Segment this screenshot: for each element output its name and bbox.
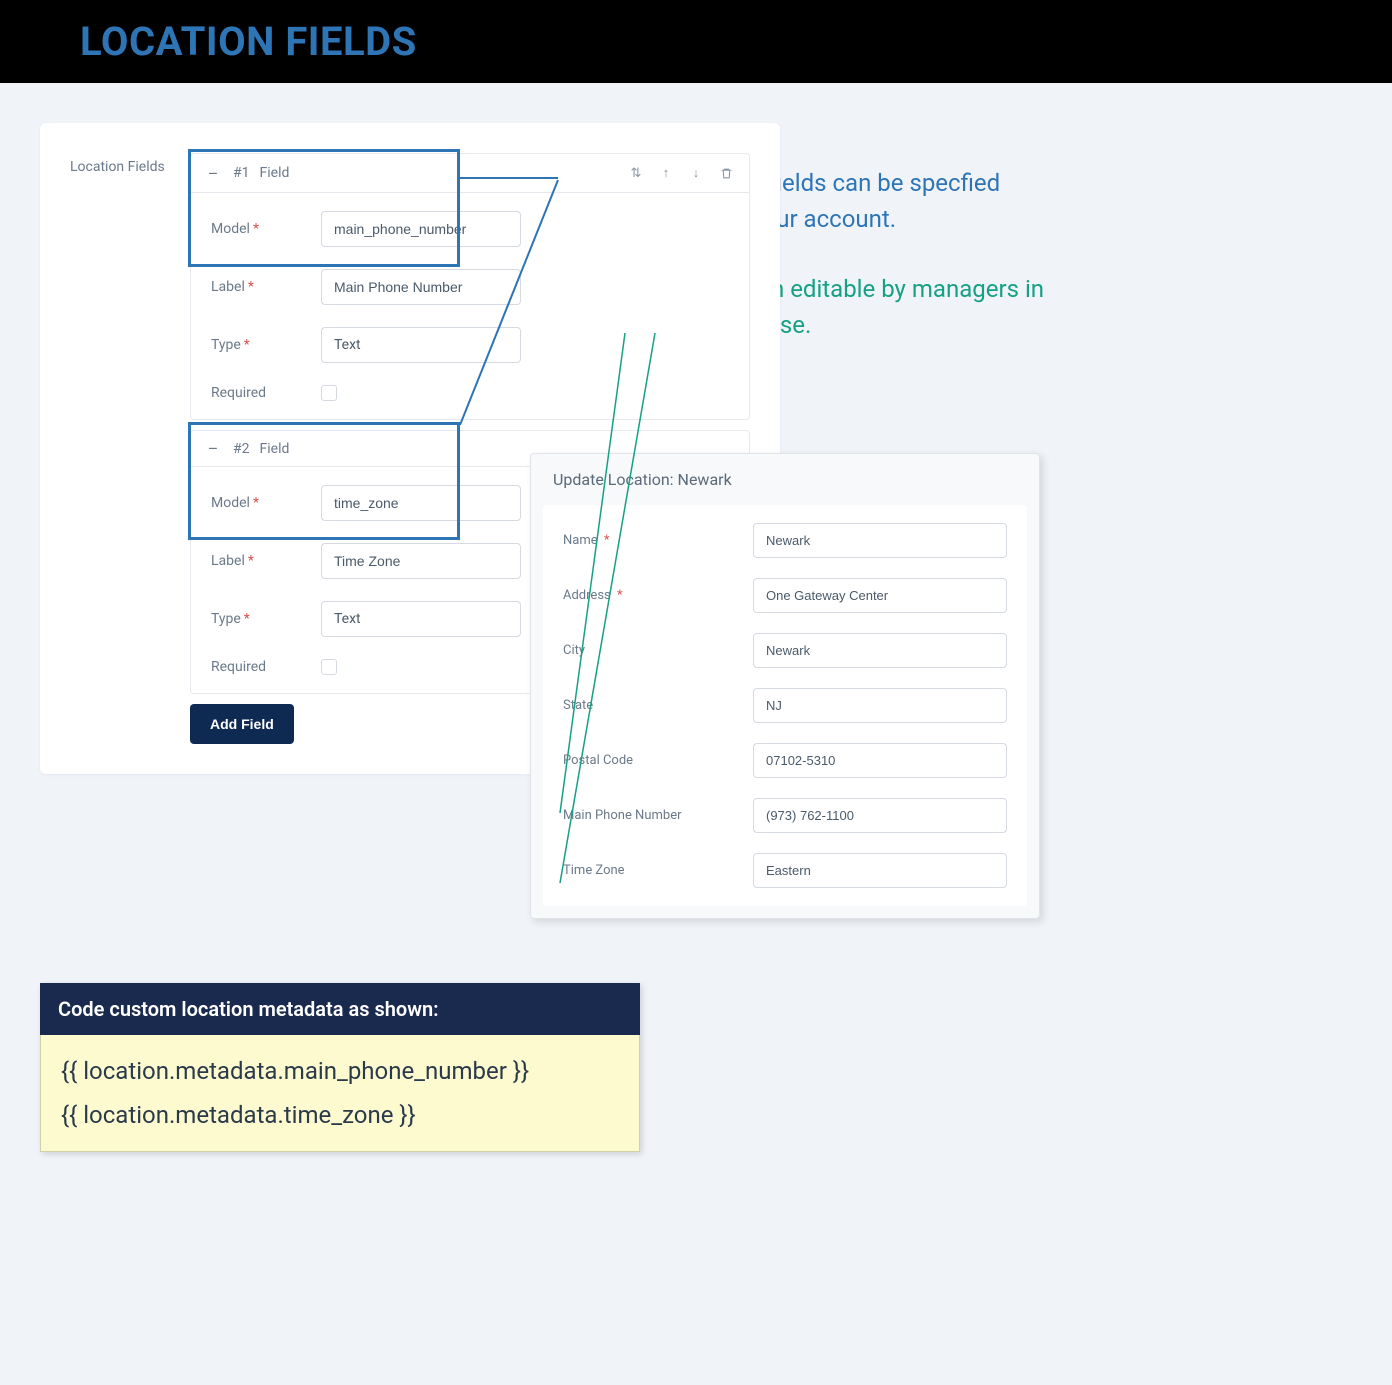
page-header: LOCATION FIELDS xyxy=(0,0,1392,83)
address-label: Address * xyxy=(563,588,753,603)
required-checkbox[interactable] xyxy=(321,659,337,675)
code-line-2: {{ location.metadata.time_zone }} xyxy=(61,1101,619,1129)
update-panel-title: Update Location: Newark xyxy=(531,454,1039,505)
code-panel-header: Code custom location metadata as shown: xyxy=(40,983,640,1035)
field-number: #2 xyxy=(233,441,250,457)
type-label: Type* xyxy=(211,611,321,627)
field-block-1: – #1 Field ⇅ ↑ ↓ xyxy=(190,153,750,420)
update-location-panel: Update Location: Newark Name * Address *… xyxy=(530,453,1040,919)
type-select[interactable]: Text xyxy=(321,327,521,363)
label-input[interactable] xyxy=(321,543,521,579)
model-input[interactable] xyxy=(321,211,521,247)
label-label: Label* xyxy=(211,279,321,295)
field-word: Field xyxy=(260,441,290,457)
tz-input[interactable] xyxy=(753,853,1007,888)
tz-label: Time Zone xyxy=(563,863,753,878)
model-label: Model* xyxy=(211,221,321,237)
label-label: Label* xyxy=(211,553,321,569)
panel-section-label: Location Fields xyxy=(70,153,190,744)
required-label: Required xyxy=(211,659,321,675)
name-input[interactable] xyxy=(753,523,1007,558)
collapse-button[interactable]: – xyxy=(203,439,223,458)
required-label: Required xyxy=(211,385,321,401)
code-line-1: {{ location.metadata.main_phone_number }… xyxy=(61,1057,619,1085)
city-label: City xyxy=(563,643,753,658)
move-down-icon[interactable]: ↓ xyxy=(685,162,707,184)
field-header: – #1 Field ⇅ ↑ ↓ xyxy=(191,154,749,193)
code-panel: Code custom location metadata as shown: … xyxy=(40,983,640,1152)
field-number: #1 xyxy=(233,165,250,181)
page-title: LOCATION FIELDS xyxy=(80,18,1312,65)
state-label: State xyxy=(563,698,753,713)
postal-input[interactable] xyxy=(753,743,1007,778)
field-word: Field xyxy=(260,165,290,181)
type-label: Type* xyxy=(211,337,321,353)
collapse-button[interactable]: – xyxy=(203,164,223,183)
content-area: Location Fields – #1 Field ⇅ ↑ ↓ xyxy=(0,83,1392,1373)
model-input[interactable] xyxy=(321,485,521,521)
state-input[interactable] xyxy=(753,688,1007,723)
add-field-button[interactable]: Add Field xyxy=(190,704,294,744)
postal-label: Postal Code xyxy=(563,753,753,768)
required-checkbox[interactable] xyxy=(321,385,337,401)
type-select[interactable]: Text xyxy=(321,601,521,637)
model-label: Model* xyxy=(211,495,321,511)
label-input[interactable] xyxy=(321,269,521,305)
phone-label: Main Phone Number xyxy=(563,808,753,823)
reorder-icon[interactable]: ⇅ xyxy=(625,162,647,184)
city-input[interactable] xyxy=(753,633,1007,668)
move-up-icon[interactable]: ↑ xyxy=(655,162,677,184)
phone-input[interactable] xyxy=(753,798,1007,833)
trash-icon[interactable] xyxy=(715,162,737,184)
address-input[interactable] xyxy=(753,578,1007,613)
name-label: Name * xyxy=(563,533,753,548)
